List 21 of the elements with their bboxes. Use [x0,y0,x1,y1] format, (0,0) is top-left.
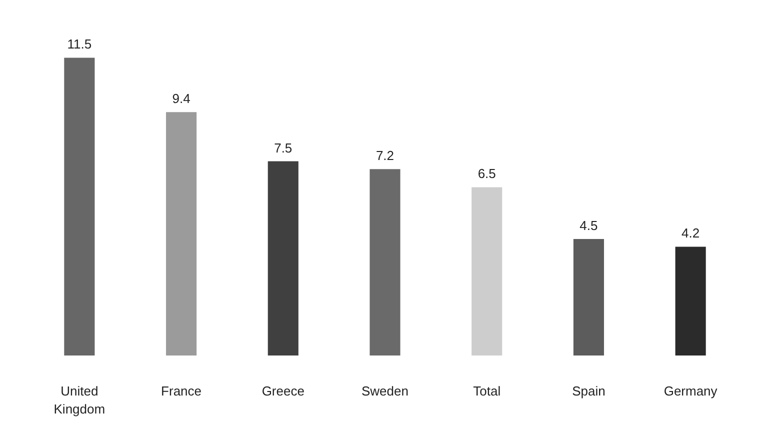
data-label: 4.5 [580,218,598,233]
x-tick-label: France [161,384,202,398]
data-label: 11.5 [67,36,92,52]
x-tick-label: Greece [262,384,304,398]
x-tick-label: United Kingdom [54,384,106,416]
bar [64,58,95,356]
data-label: 9.4 [172,91,190,106]
data-label: 7.5 [274,140,292,156]
bar [675,246,706,356]
data-label: 4.2 [682,226,700,241]
bar [472,187,502,356]
x-tick-label: Sweden [362,384,408,398]
data-label: 7.2 [376,148,394,164]
data-label: 6.5 [478,166,496,182]
bar [166,112,197,356]
x-tick-label: Total [473,384,501,398]
x-tick-label: Germany [664,384,718,398]
bar [268,161,298,356]
bar [573,238,604,356]
x-tick-label: Spain [572,384,606,398]
bar [370,169,400,356]
